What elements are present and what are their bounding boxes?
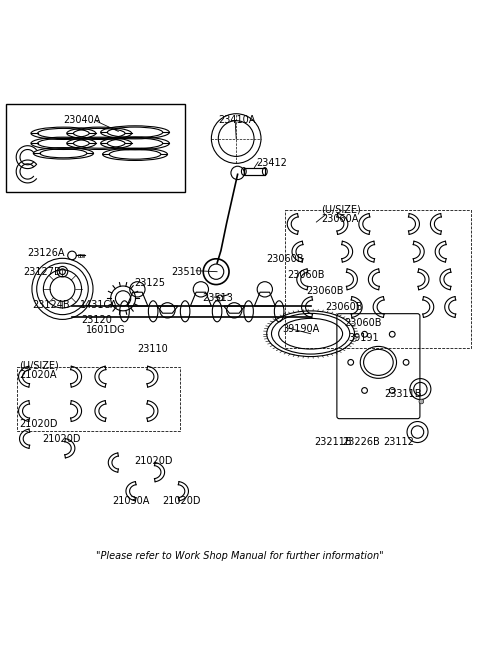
Text: 21030A: 21030A — [112, 496, 149, 506]
Text: 23124B: 23124B — [33, 300, 70, 310]
Text: (U/SIZE): (U/SIZE) — [321, 205, 361, 215]
Text: 23211B: 23211B — [314, 437, 351, 447]
Text: 23060B: 23060B — [287, 270, 324, 279]
Text: (U/SIZE): (U/SIZE) — [20, 360, 59, 370]
Text: 21020A: 21020A — [20, 370, 57, 380]
Text: 23060B: 23060B — [344, 318, 382, 328]
Text: 23060B: 23060B — [306, 286, 343, 296]
Bar — [78, 254, 80, 257]
Text: 1431CA: 1431CA — [80, 300, 118, 310]
Text: 23060A: 23060A — [321, 215, 359, 224]
Text: 39191: 39191 — [349, 333, 379, 344]
Bar — [83, 254, 84, 257]
Text: 23513: 23513 — [202, 293, 233, 304]
Text: "Please refer to Work Shop Manual for further information": "Please refer to Work Shop Manual for fu… — [96, 551, 384, 561]
Text: 39190A: 39190A — [282, 325, 319, 335]
Text: 23125: 23125 — [134, 278, 165, 288]
Text: 23226B: 23226B — [343, 437, 380, 447]
Text: 23127B: 23127B — [23, 267, 60, 277]
Bar — [244, 168, 265, 175]
Text: 21020D: 21020D — [42, 434, 81, 443]
Text: 23060B: 23060B — [266, 254, 304, 264]
Text: 21020D: 21020D — [163, 496, 201, 506]
Text: 23110: 23110 — [137, 344, 168, 354]
Text: 23510: 23510 — [171, 267, 202, 277]
Bar — [6, 104, 185, 192]
Text: 23112: 23112 — [383, 437, 414, 447]
Text: 23410A: 23410A — [218, 115, 256, 125]
Bar — [80, 254, 82, 257]
Text: 23060B: 23060B — [325, 302, 362, 312]
Text: 23126A: 23126A — [28, 247, 65, 258]
Text: 21020D: 21020D — [20, 419, 58, 430]
Text: 23040A: 23040A — [63, 115, 101, 125]
Circle shape — [419, 399, 424, 404]
Text: 23120: 23120 — [82, 316, 112, 325]
Text: 23412: 23412 — [257, 158, 288, 169]
Text: 1601DG: 1601DG — [86, 325, 126, 335]
Text: 21020D: 21020D — [134, 456, 172, 466]
Text: 23311B: 23311B — [384, 389, 421, 399]
